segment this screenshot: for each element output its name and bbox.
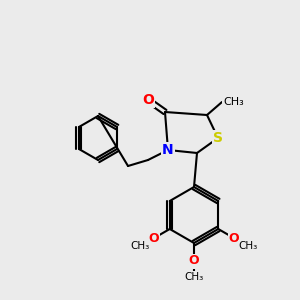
Text: O: O (189, 254, 199, 268)
Text: N: N (162, 143, 174, 157)
Text: CH₃: CH₃ (223, 97, 244, 107)
Text: CH₃: CH₃ (238, 241, 257, 251)
Text: CH₃: CH₃ (131, 241, 150, 251)
Text: O: O (142, 93, 154, 107)
Text: O: O (149, 232, 160, 244)
Text: O: O (229, 232, 239, 244)
Text: S: S (213, 131, 223, 145)
Text: CH₃: CH₃ (184, 272, 204, 282)
